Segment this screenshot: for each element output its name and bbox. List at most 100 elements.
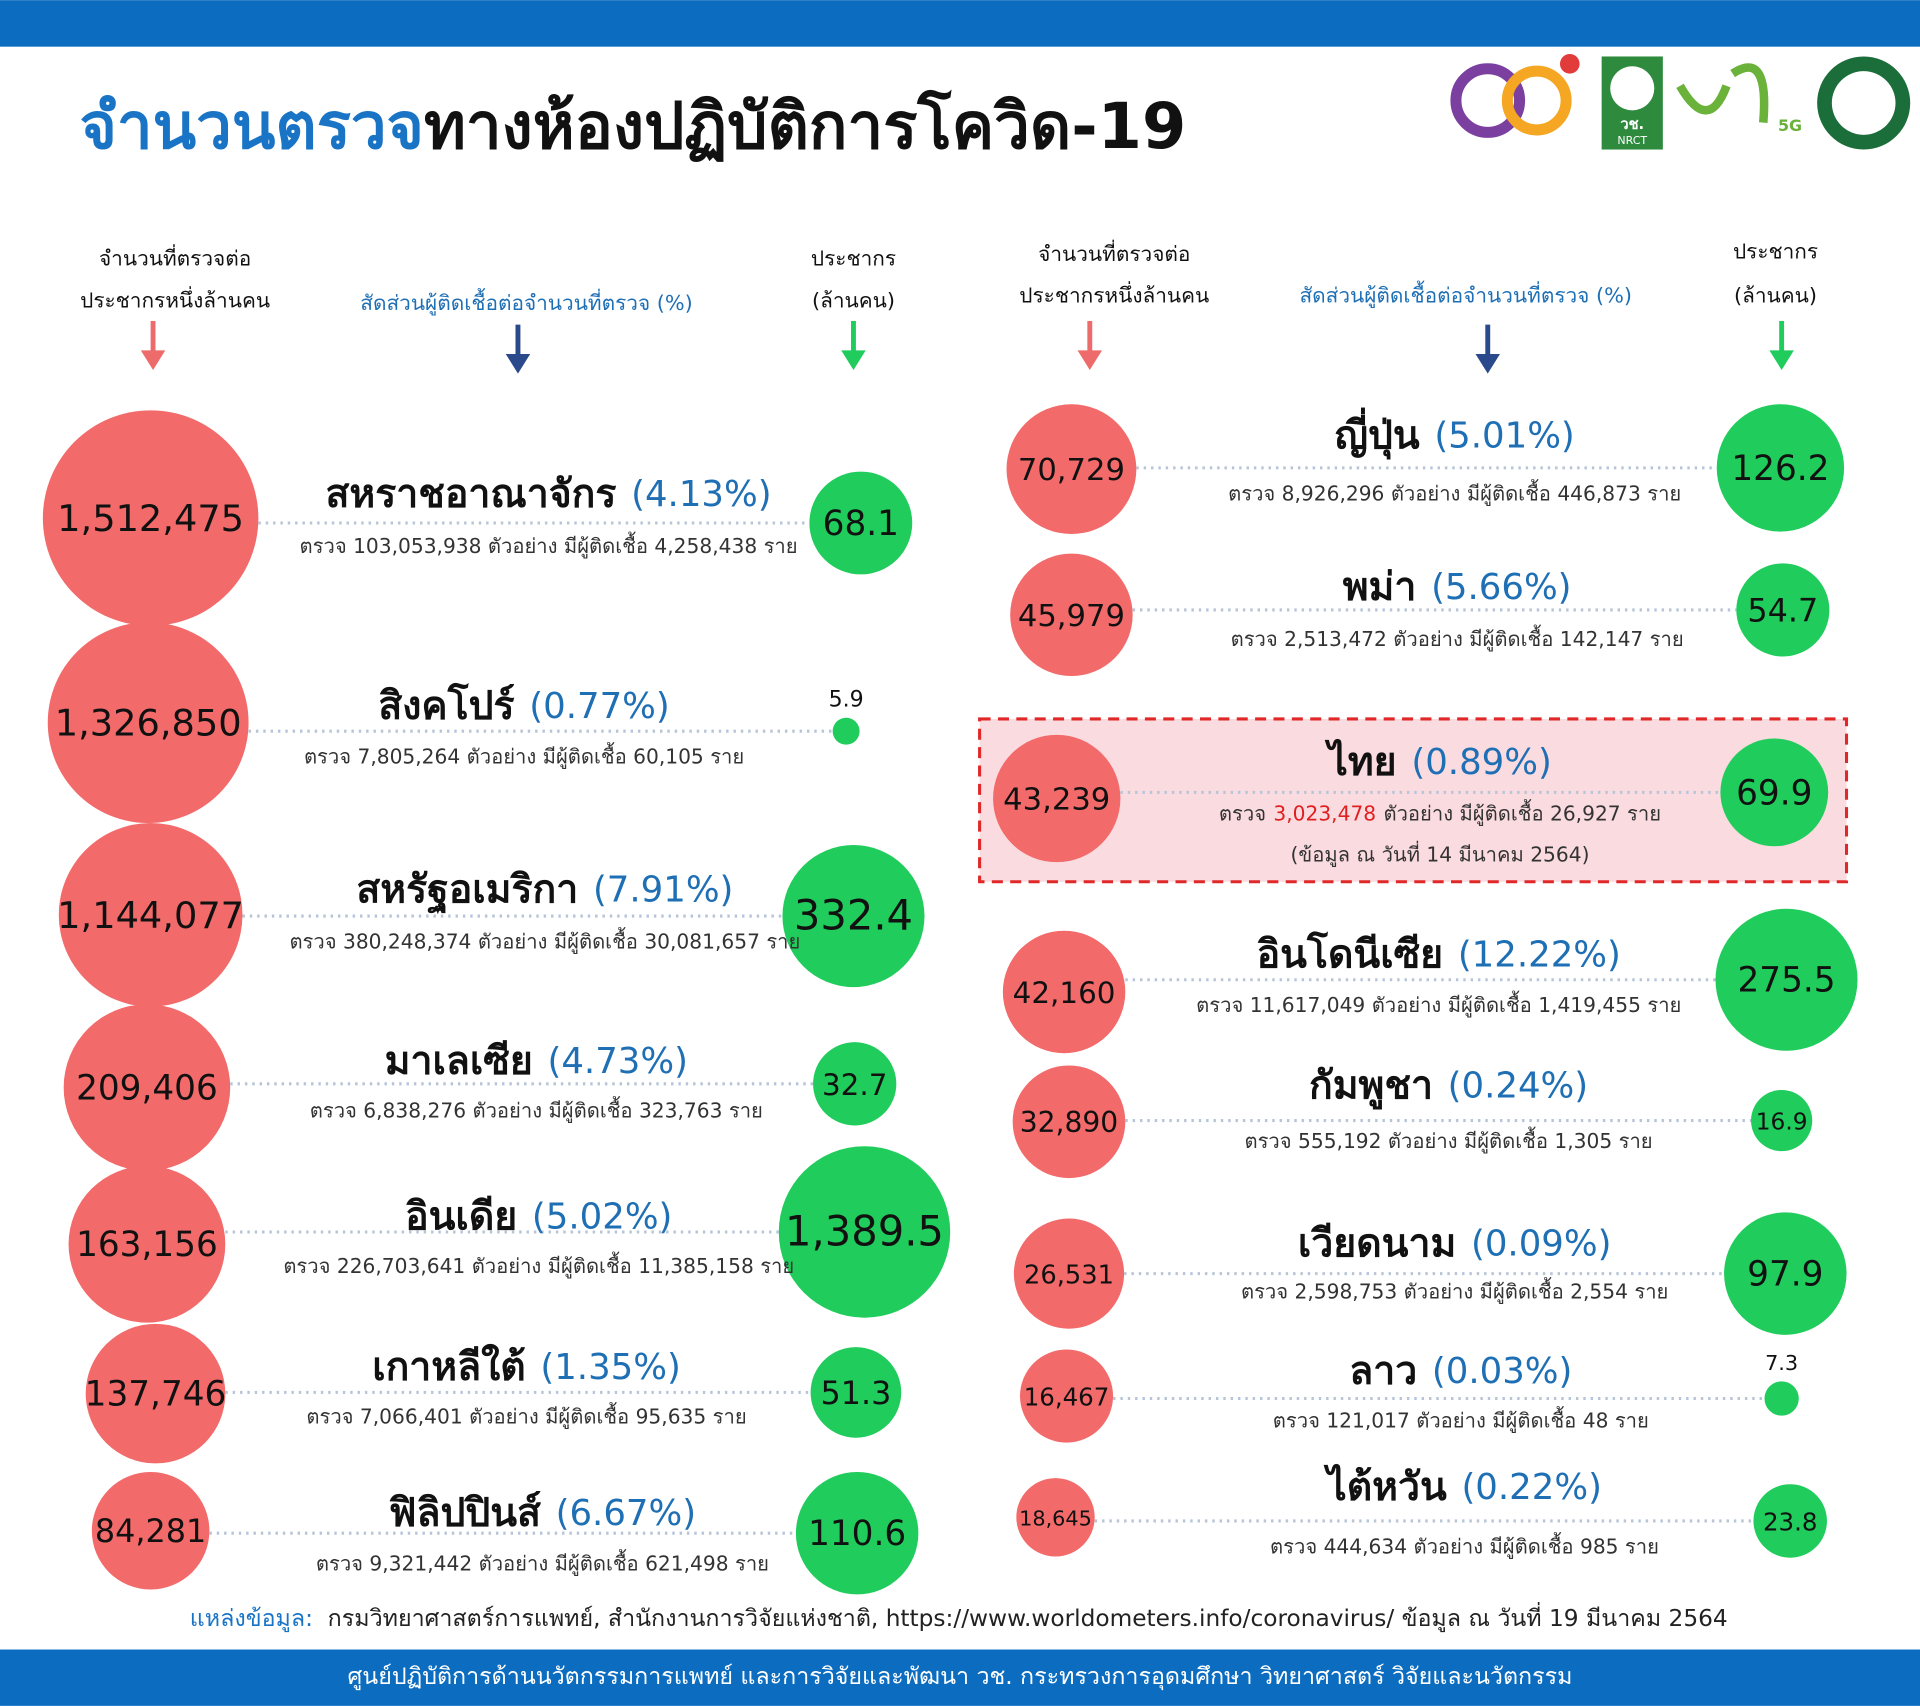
source: แหล่งข้อมูล: กรมวิทยาศาสตร์การแพทย์, สำนั… [190,1601,1728,1632]
title: จำนวนตรวจทางห้องปฏิบัติการโควิด-19 [80,88,1187,164]
population-bubble [810,1347,902,1438]
column-header: ประชากร [1733,239,1818,263]
country-line: พม่า (5.66%) [1343,565,1572,610]
positivity: (0.22%) [1461,1467,1601,1508]
arrow-head [1769,350,1794,370]
population: 16.9 [1756,1109,1808,1136]
country-line: อินเดีย (5.02%) [405,1194,672,1239]
arrow-head [1475,354,1500,374]
positivity: (4.73%) [548,1041,688,1082]
country-line: ไทย (0.89%) [1324,738,1552,785]
tests-bubble [1006,404,1137,535]
positivity: (5.01%) [1434,415,1574,456]
tests-per-million: 32,890 [1020,1106,1119,1139]
population: 7.3 [1765,1351,1798,1375]
country: ญี่ปุ่น [1335,407,1420,459]
tests-per-million: 18,645 [1019,1507,1092,1531]
title-dark: ทางห้องปฏิบัติการโควิด-19 [424,88,1186,164]
logo-text: NRCT [1617,134,1647,147]
detail: ตรวจ 7,805,264 ตัวอย่าง มีผู้ติดเชื้อ 60… [304,742,744,770]
logo [1501,65,1572,136]
detail: ตรวจ 2,513,472 ตัวอย่าง มีผู้ติดเชื้อ 14… [1231,624,1684,652]
country-line: กัมพูชา (0.24%) [1309,1063,1588,1109]
population-bubble [832,717,860,745]
positivity: (5.66%) [1431,567,1571,608]
population-bubble [809,471,913,575]
positivity: (12.22%) [1458,934,1621,975]
country: ลาว [1349,1348,1417,1393]
country: มาเลเซีย [385,1039,533,1084]
country-line: ลาว (0.03%) [1349,1348,1572,1393]
column-header: (ล้านคน) [1734,283,1817,307]
source-text: กรมวิทยาศาสตร์การแพทย์, สำนักงานการวิจัย… [328,1601,1728,1632]
population-bubble [795,1471,919,1595]
logos: วช. NRCT 5G [1450,54,1911,150]
column-header: สัดส่วนผู้ติดเชื้อต่อจำนวนที่ตรวจ (%) [1299,280,1632,308]
positivity: (1.35%) [540,1347,680,1388]
country-line: ฟิลิปปินส์ (6.67%) [389,1489,696,1535]
country-line: ญี่ปุ่น (5.01%) [1335,407,1575,459]
detail: ตรวจ 2,598,753 ตัวอย่าง มีผู้ติดเชื้อ 2,… [1241,1277,1668,1305]
detail: ตรวจ 103,053,938 ตัวอย่าง มีผู้ติดเชื้อ … [300,531,798,559]
logo [1831,71,1896,135]
logo-text: 5G [1778,116,1802,135]
population-bubble [1716,404,1845,532]
top-bar [0,0,1920,47]
population: 126.2 [1731,449,1829,489]
country: สหราชอาณาจักร [326,472,617,517]
positivity: (0.89%) [1411,742,1551,783]
tests-bubble [85,1323,226,1464]
tests-bubble [58,823,243,1007]
tests-bubble [68,1165,226,1323]
title-blue: จำนวนตรวจ [80,90,424,164]
country: สหรัฐอเมริกา [356,867,578,914]
footer: ศูนย์ปฏิบัติการด้านนวัตกรรมการแพทย์ และก… [348,1663,1573,1691]
country-line: สหรัฐอเมริกา (7.91%) [356,867,733,914]
column-header: ประชากร [811,247,896,271]
country-line: อินโดนีเซีย (12.22%) [1257,930,1621,977]
country: เกาหลีใต้ [372,1344,526,1390]
population-bubble [1753,1484,1827,1558]
population: 1,389.5 [785,1206,944,1255]
tests-bubble [1012,1065,1126,1179]
population-bubble [1715,908,1858,1051]
tests-bubble [1013,1218,1125,1329]
population-bubble [813,1042,897,1126]
tests-per-million: 45,979 [1018,599,1125,634]
population: 32.7 [822,1068,887,1102]
bottom-bar [0,1649,1920,1706]
country: เวียดนาม [1298,1221,1456,1266]
tests-per-million: 42,160 [1013,976,1116,1010]
positivity: (0.24%) [1448,1065,1588,1106]
logo [1450,63,1526,138]
population: 51.3 [820,1374,891,1412]
population-bubble [1720,738,1829,847]
population-bubble [1724,1212,1847,1335]
population: 5.9 [829,688,864,713]
detail: ตรวจ 444,634 ตัวอย่าง มีผู้ติดเชื้อ 985 … [1270,1531,1659,1559]
tests-bubble [63,1004,231,1171]
population-bubble [778,1146,951,1318]
country: อินโดนีเซีย [1257,930,1444,977]
positivity: (0.09%) [1471,1223,1611,1264]
logo-text: วช. [1620,116,1644,133]
tests-bubble [91,1471,210,1590]
country: ฟิลิปปินส์ [389,1489,541,1535]
country: สิงคโปร์ [378,681,514,728]
column-header: ประชากรหนึ่งล้านคน [1019,281,1209,307]
tests-per-million: 70,729 [1018,453,1125,488]
positivity: (6.67%) [556,1493,696,1534]
tests-per-million: 26,531 [1024,1261,1114,1291]
detail: ตรวจ 226,703,641 ตัวอย่าง มีผู้ติดเชื้อ … [283,1251,794,1279]
tests-per-million: 209,406 [76,1068,218,1108]
country-line: สิงคโปร์ (0.77%) [378,681,669,728]
tests-per-million: 43,239 [1003,782,1110,817]
positivity: (0.77%) [529,686,669,727]
arrow-head [1077,350,1103,370]
detail: ตรวจ 7,066,401 ตัวอย่าง มีผู้ติดเชื้อ 95… [306,1402,746,1430]
arrow-head [841,350,866,370]
tests-bubble [1010,553,1133,677]
population-bubble [782,845,925,988]
country: ไทย [1324,738,1396,785]
